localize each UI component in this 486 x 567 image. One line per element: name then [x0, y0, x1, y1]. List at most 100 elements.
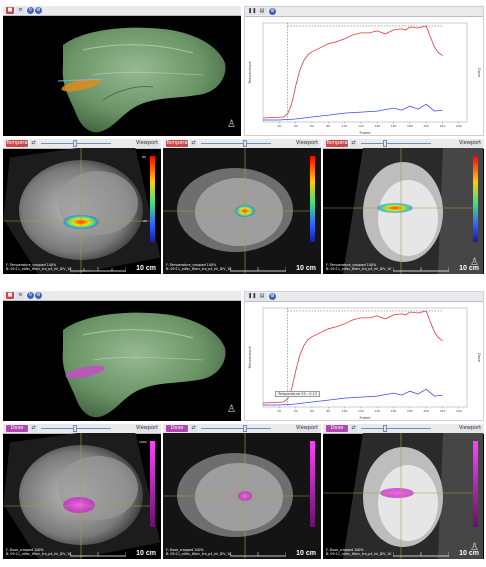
- series-line-dose: [263, 388, 443, 406]
- sagittal-slice-image: [163, 433, 321, 559]
- slice-slider[interactable]: [361, 143, 431, 144]
- orientation-figure-icon: ♙: [227, 404, 236, 415]
- colorbar-label: 1000: [139, 440, 147, 444]
- render-3d-panel-bottom: ■ ≡ ↻ ⚙ ♙: [3, 291, 241, 421]
- dose-colorbar: [150, 441, 155, 527]
- settings-icon[interactable]: ⚙: [35, 292, 42, 299]
- liver-3d-render: [62, 312, 226, 418]
- coronal-slice-image: [323, 148, 483, 274]
- temperature-colorbar: [473, 156, 478, 242]
- x-tick-label: 140: [374, 409, 380, 413]
- link-icon[interactable]: ⇄: [350, 425, 357, 432]
- slice-slider[interactable]: [361, 428, 431, 429]
- layer-info: F: Dose_cropped 100% B: 09:11_cdfsc_tflar…: [166, 548, 232, 556]
- scale-label: 10 cm: [459, 550, 479, 557]
- axial-view-top: Temperature ⇄ Viewport 80 -20 F: Tempera…: [3, 139, 161, 274]
- dose-overlay-button[interactable]: Dose: [166, 425, 188, 432]
- viewport-menu-button[interactable]: Viewport: [296, 140, 319, 147]
- temperature-overlay-button[interactable]: Temperature: [166, 140, 198, 147]
- toolbar-3d-top: ■ ≡ ↻ ⚙: [3, 6, 241, 16]
- dose-region: [63, 497, 95, 513]
- x-tick-label: 100: [342, 124, 348, 128]
- coronal-view-top: Temperature ⇄ Viewport F: Temperature_cr…: [323, 139, 484, 274]
- graph-button[interactable]: ▤: [257, 293, 267, 300]
- temperature-overlay-button[interactable]: Temperature: [326, 140, 358, 147]
- layer-button[interactable]: ≡: [16, 292, 25, 299]
- plot-area: [262, 22, 468, 123]
- graph-panel-bottom: ❚❚ ▤ ⚙ 20 40 60 80 100 120 140 160 180 200 220 240 F…: [244, 291, 484, 421]
- temperature-dose-graph: 20 40 60 80 100 120 140 160 180 200 220 240 Frame Tem…: [248, 307, 481, 420]
- graph-settings-icon[interactable]: ⚙: [269, 8, 276, 15]
- slice-slider-handle[interactable]: [73, 140, 77, 147]
- toolbar-graph-bottom: ❚❚ ▤ ⚙: [245, 292, 483, 302]
- x-tick-label: 140: [374, 124, 380, 128]
- x-tick-label: 100: [342, 409, 348, 413]
- x-tick-label: 120: [358, 124, 364, 128]
- graph-button[interactable]: ▤: [257, 8, 267, 15]
- coronal-slice-image: [323, 433, 483, 559]
- link-icon[interactable]: ⇄: [190, 425, 197, 432]
- colorbar-label: -20: [142, 219, 147, 223]
- sagittal-view-bottom: Dose ⇄ Viewport F: Dose_cropped 100% B: 0…: [163, 424, 321, 559]
- layer-button[interactable]: ≡: [16, 7, 25, 14]
- orientation-figure-icon: ♙: [470, 257, 479, 268]
- layer-info: F: Temperature_cropped 100% B: 09:11_cdfs…: [6, 263, 72, 271]
- x-tick-label: 160: [391, 409, 397, 413]
- slice-slider-handle[interactable]: [243, 425, 247, 432]
- settings-icon[interactable]: ⚙: [35, 7, 42, 14]
- link-icon[interactable]: ⇄: [30, 425, 37, 432]
- coronal-view-bottom: Dose ⇄ Viewport F: Dose_cropped 100% B: 0…: [323, 424, 484, 559]
- y-axis-label: Temperature: [248, 61, 252, 84]
- render-3d-panel-top: ■ ≡ ↻ ⚙ ♙: [3, 6, 241, 136]
- toolbar-graph-top: ❚❚ ▤ ⚙: [245, 7, 483, 17]
- scale-bar: 10 cm: [393, 550, 479, 557]
- dose-colorbar: [473, 441, 478, 527]
- temperature-colorbar: [310, 156, 315, 242]
- liver-3d-render: [57, 27, 226, 133]
- axial-slice-image: [3, 433, 161, 559]
- layer-info: F: Dose_cropped 100% B: 09:11_cdfsc_tflar…: [6, 548, 72, 556]
- viewport-menu-button[interactable]: Viewport: [459, 140, 482, 147]
- link-icon[interactable]: ⇄: [350, 140, 357, 147]
- graph-settings-icon[interactable]: ⚙: [269, 293, 276, 300]
- x-tick-label: 20: [277, 409, 281, 413]
- series-line-temperature: [262, 25, 443, 119]
- rotate-icon[interactable]: ↻: [27, 292, 34, 299]
- x-tick-label: 160: [391, 124, 397, 128]
- render-mode-button[interactable]: ■: [6, 7, 14, 14]
- sagittal-slice-image: [163, 148, 321, 274]
- slice-slider-handle[interactable]: [73, 425, 77, 432]
- y2-axis-label: Dose: [477, 353, 481, 362]
- slice-slider[interactable]: [201, 428, 271, 429]
- link-icon[interactable]: ⇄: [190, 140, 197, 147]
- dose-overlay-button[interactable]: Dose: [326, 425, 348, 432]
- slice-slider[interactable]: [201, 143, 271, 144]
- series-line-temperature: [262, 310, 443, 404]
- layer-info: F: Temperature_cropped 100% B: 09:11_cdfs…: [166, 263, 232, 271]
- render-mode-button[interactable]: ■: [6, 292, 14, 299]
- slice-slider-handle[interactable]: [383, 140, 387, 147]
- link-icon[interactable]: ⇄: [30, 140, 37, 147]
- rotate-icon[interactable]: ↻: [27, 7, 34, 14]
- slice-slider-handle[interactable]: [243, 140, 247, 147]
- viewport-menu-button[interactable]: Viewport: [136, 140, 159, 147]
- viewport-menu-button[interactable]: Viewport: [136, 425, 159, 432]
- viewport-menu-button[interactable]: Viewport: [296, 425, 319, 432]
- temperature-overlay-button[interactable]: Temperature: [6, 140, 38, 147]
- graph-pause-button[interactable]: ❚❚: [248, 293, 257, 300]
- slice-slider-handle[interactable]: [383, 425, 387, 432]
- x-tick-label: 200: [423, 409, 429, 413]
- orientation-figure-icon: ♙: [227, 119, 236, 130]
- orientation-figure-icon: ♙: [470, 542, 479, 553]
- x-tick-label: 80: [326, 409, 330, 413]
- x-tick-label: 220: [440, 409, 446, 413]
- graph-pause-button[interactable]: ❚❚: [248, 8, 257, 15]
- x-tick-label: 220: [440, 124, 446, 128]
- viewport-menu-button[interactable]: Viewport: [459, 425, 482, 432]
- scale-label: 10 cm: [296, 265, 316, 272]
- scale-label: 10 cm: [459, 265, 479, 272]
- dose-overlay-button[interactable]: Dose: [6, 425, 28, 432]
- scale-label: 10 cm: [136, 265, 156, 272]
- scale-label: 10 cm: [136, 550, 156, 557]
- graph-panel-top: ❚❚ ▤ ⚙ 20 40 60 80 100 120 140 160 180 200 220 240 F…: [244, 6, 484, 136]
